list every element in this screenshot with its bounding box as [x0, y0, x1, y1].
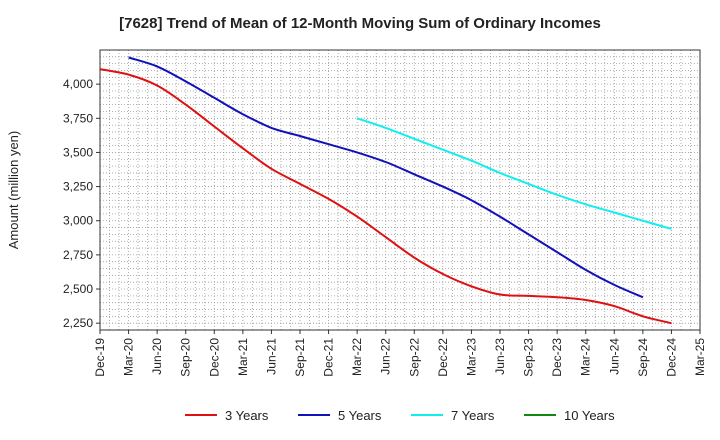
x-tick-label: Dec-22	[436, 338, 450, 377]
x-tick-label: Jun-23	[493, 338, 507, 375]
legend: 3 Years 5 Years 7 Years 10 Years	[185, 408, 615, 423]
legend-label-10-years: 10 Years	[564, 408, 615, 423]
y-tick-label: 2,250	[63, 316, 93, 330]
x-tick-label: Jun-22	[379, 338, 393, 375]
x-tick-label: Sep-24	[636, 338, 650, 377]
x-tick-label: Dec-24	[664, 338, 678, 377]
series-line-5-years	[128, 56, 644, 299]
x-tick-label: Sep-21	[293, 338, 307, 377]
x-tick-label: Dec-23	[550, 338, 564, 377]
series-line-7-years	[356, 117, 672, 230]
x-tick-label: Dec-21	[322, 338, 336, 377]
x-tick-label: Jun-24	[607, 338, 621, 375]
plot-frame	[99, 49, 701, 331]
y-tick-label: 3,250	[63, 180, 93, 194]
chart-title: [7628] Trend of Mean of 12-Month Moving …	[119, 15, 601, 32]
x-tick-label: Sep-20	[179, 338, 193, 377]
legend-label-5-years: 5 Years	[338, 408, 382, 423]
y-tick-label: 3,750	[63, 111, 93, 125]
x-tick-label: Mar-24	[579, 338, 593, 376]
x-tick-label: Sep-22	[407, 338, 421, 377]
y-axis-label: Amount (million yen)	[6, 131, 21, 250]
x-tick-label: Jun-21	[264, 338, 278, 375]
x-tick-label: Dec-19	[93, 338, 107, 377]
y-tick-label: 3,500	[63, 145, 93, 159]
y-tick-label: 2,750	[63, 248, 93, 262]
y-tick-label: 3,000	[63, 214, 93, 228]
legend-label-7-years: 7 Years	[451, 408, 495, 423]
x-tick-label: Sep-23	[522, 338, 536, 377]
x-tick-label: Mar-20	[122, 338, 136, 376]
x-tick-label: Mar-22	[350, 338, 364, 376]
grid-layer	[99, 49, 701, 331]
series-line-3-years	[99, 68, 672, 325]
series-layer	[99, 56, 672, 325]
x-tick-label: Dec-20	[207, 338, 221, 377]
y-tick-label: 2,500	[63, 282, 93, 296]
x-tick-label: Mar-23	[464, 338, 478, 376]
legend-label-3-years: 3 Years	[225, 408, 269, 423]
x-tick-label: Mar-21	[236, 338, 250, 376]
x-tick-label: Jun-20	[150, 338, 164, 375]
y-tick-label: 4,000	[63, 77, 93, 91]
axis-layer: 2,250 2,500 2,750 3,000 3,250 3,500 3,750 4,000…	[6, 49, 707, 377]
x-tick-label: Mar-25	[693, 338, 707, 376]
